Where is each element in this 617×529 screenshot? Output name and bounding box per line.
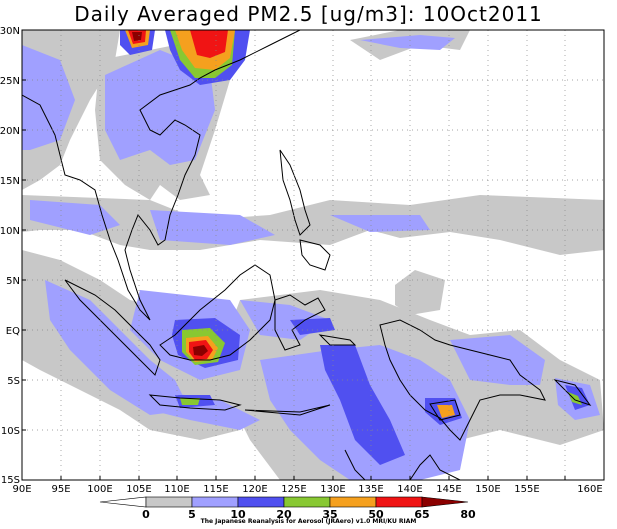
lat-label: 10S <box>1 426 20 437</box>
level-80-plus <box>132 32 208 356</box>
lat-label: 10N <box>0 226 20 237</box>
lon-label: 140E <box>397 484 422 495</box>
lat-label: 25N <box>0 76 20 87</box>
colorbar-label: 10 <box>230 508 246 521</box>
colorbar-segment <box>283 496 331 508</box>
plot-frame <box>21 29 605 481</box>
lat-label: 5S <box>7 376 20 387</box>
lat-label: 30N <box>0 26 20 37</box>
colorbar-segment <box>375 496 423 508</box>
colorbar-label: 50 <box>368 508 384 521</box>
colorbar-segment <box>237 496 285 508</box>
map-title: Daily Averaged PM2.5 [ug/m3]: 10Oct2011 <box>74 2 543 26</box>
coastlines <box>22 30 592 480</box>
lon-label: 115E <box>203 484 228 495</box>
lat-label: EQ <box>6 326 20 337</box>
longitude-labels: 90E 95E 100E 105E 110E 115E 120E 125E 13… <box>12 484 602 495</box>
colorbar-label: 65 <box>414 508 429 521</box>
colorbar-label: 0 <box>142 508 150 521</box>
colorbar-label: 5 <box>188 508 196 521</box>
lon-label: 120E <box>242 484 267 495</box>
lon-label: 95E <box>51 484 70 495</box>
colorbar-segment <box>99 496 147 508</box>
lon-label: 105E <box>126 484 151 495</box>
colorbar-segment <box>191 496 239 508</box>
grid-lines <box>22 30 604 480</box>
lon-label: 90E <box>12 484 31 495</box>
colorbar-label: 80 <box>460 508 476 521</box>
lon-label: 155E <box>514 484 539 495</box>
lon-label: 110E <box>164 484 189 495</box>
lon-label: 100E <box>87 484 112 495</box>
colorbar: 0 5 10 20 35 50 65 80 <box>99 496 476 521</box>
colorbar-segment <box>421 496 469 508</box>
lat-label: 20N <box>0 126 20 137</box>
lon-label: 150E <box>475 484 500 495</box>
colorbar-segment <box>145 496 193 508</box>
lon-label: 160E <box>577 484 602 495</box>
colorbar-segment <box>329 496 377 508</box>
lat-label: 15N <box>0 176 20 187</box>
latitude-labels: 30N 25N 20N 15N 10N 5N EQ 5S 10S 15S <box>0 26 20 486</box>
lon-label: 125E <box>281 484 306 495</box>
lon-label: 145E <box>436 484 461 495</box>
data-source-credit: The Japanese Reanalysis for Aerosol (JRA… <box>200 518 417 525</box>
lat-label: 5N <box>6 276 20 287</box>
lon-label: 135E <box>358 484 383 495</box>
colorbar-label: 20 <box>276 508 292 521</box>
tick-marks <box>22 79 566 480</box>
concentration-field <box>22 30 604 480</box>
colorbar-label: 35 <box>322 508 337 521</box>
lat-label: 15S <box>1 475 20 486</box>
lon-label: 130E <box>320 484 345 495</box>
